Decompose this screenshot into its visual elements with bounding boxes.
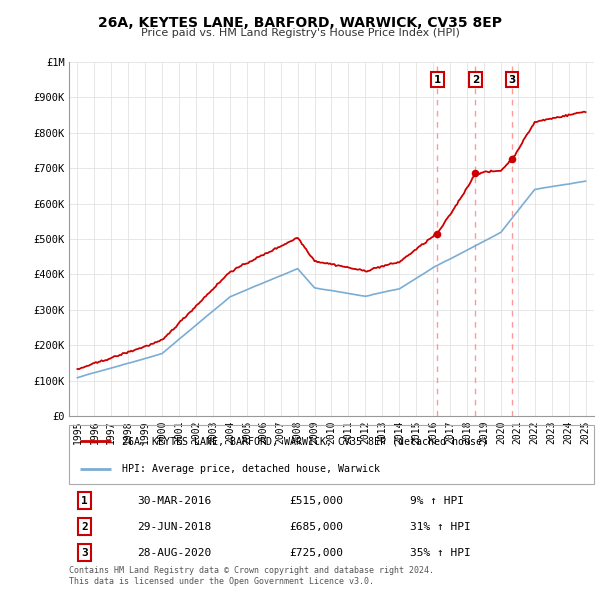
Text: HPI: Average price, detached house, Warwick: HPI: Average price, detached house, Warw… [121, 464, 380, 474]
Text: 2: 2 [472, 75, 479, 84]
Text: 29-JUN-2018: 29-JUN-2018 [137, 522, 212, 532]
Text: £515,000: £515,000 [290, 496, 343, 506]
Text: 31% ↑ HPI: 31% ↑ HPI [410, 522, 471, 532]
Text: 28-AUG-2020: 28-AUG-2020 [137, 548, 212, 558]
Text: 3: 3 [82, 548, 88, 558]
Point [470, 169, 480, 178]
Text: 3: 3 [509, 75, 516, 84]
Text: 26A, KEYTES LANE, BARFORD, WARWICK, CV35 8EP: 26A, KEYTES LANE, BARFORD, WARWICK, CV35… [98, 16, 502, 30]
Text: 2: 2 [82, 522, 88, 532]
Text: 35% ↑ HPI: 35% ↑ HPI [410, 548, 471, 558]
Text: 30-MAR-2016: 30-MAR-2016 [137, 496, 212, 506]
Text: 1: 1 [82, 496, 88, 506]
Text: Price paid vs. HM Land Registry's House Price Index (HPI): Price paid vs. HM Land Registry's House … [140, 28, 460, 38]
Text: 26A, KEYTES LANE, BARFORD, WARWICK, CV35 8EP (detached house): 26A, KEYTES LANE, BARFORD, WARWICK, CV35… [121, 437, 487, 446]
Text: £685,000: £685,000 [290, 522, 343, 532]
Point [508, 155, 517, 164]
Text: 9% ↑ HPI: 9% ↑ HPI [410, 496, 464, 506]
Text: £725,000: £725,000 [290, 548, 343, 558]
Text: 1: 1 [434, 75, 441, 84]
Point [433, 229, 442, 238]
Text: Contains HM Land Registry data © Crown copyright and database right 2024.
This d: Contains HM Land Registry data © Crown c… [69, 566, 434, 586]
